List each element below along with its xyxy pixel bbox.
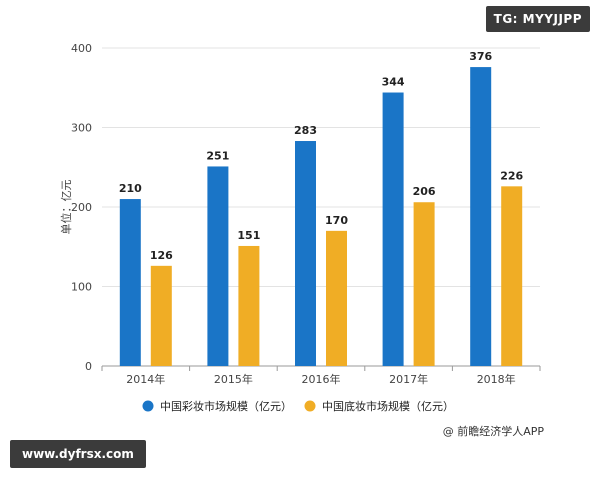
data-label: 170: [325, 214, 348, 227]
legend-label-foundation-makeup: 中国底妆市场规模（亿元）: [322, 399, 454, 413]
x-tick-label: 2018年: [477, 372, 516, 386]
y-tick-label: 100: [71, 281, 92, 294]
bar-foundation-makeup: [238, 245, 260, 366]
y-tick-label: 0: [85, 360, 92, 373]
legend-marker-foundation-makeup: [304, 400, 316, 412]
bar-color-makeup: [295, 141, 316, 366]
data-label: 344: [382, 76, 405, 89]
data-label: 376: [469, 50, 492, 63]
corner-badge: TG: MYYJJPP: [485, 6, 590, 32]
x-tick-label: 2014年: [126, 372, 165, 386]
data-label: 206: [413, 185, 436, 198]
x-tick-label: 2016年: [302, 372, 341, 386]
data-label: 210: [119, 182, 142, 195]
legend-label-color-makeup: 中国彩妆市场规模（亿元）: [160, 399, 292, 413]
bar-foundation-makeup: [326, 230, 347, 366]
bar-color-makeup: [207, 166, 229, 366]
data-label: 283: [294, 124, 317, 137]
bar-foundation-makeup: [150, 265, 172, 366]
bar-foundation-makeup: [501, 186, 523, 366]
data-label: 126: [150, 249, 173, 262]
bar-color-makeup: [470, 67, 492, 366]
data-label: 251: [206, 149, 229, 162]
source-label: @ 前瞻经济学人APP: [442, 425, 544, 438]
bar-color-makeup: [382, 92, 404, 367]
data-label: 151: [237, 229, 260, 242]
y-tick-label: 300: [71, 122, 92, 135]
legend-marker-color-makeup: [142, 400, 154, 412]
site-url-badge: www.dyfrsx.com: [10, 440, 146, 468]
x-tick-label: 2015年: [214, 372, 253, 386]
y-axis-title: 单位：亿元: [59, 180, 73, 235]
y-tick-label: 200: [71, 201, 92, 214]
y-tick-label: 400: [71, 42, 92, 55]
x-tick-label: 2017年: [389, 372, 428, 386]
bar-foundation-makeup: [413, 202, 435, 366]
bar-color-makeup: [119, 199, 141, 366]
data-label: 226: [500, 169, 523, 182]
